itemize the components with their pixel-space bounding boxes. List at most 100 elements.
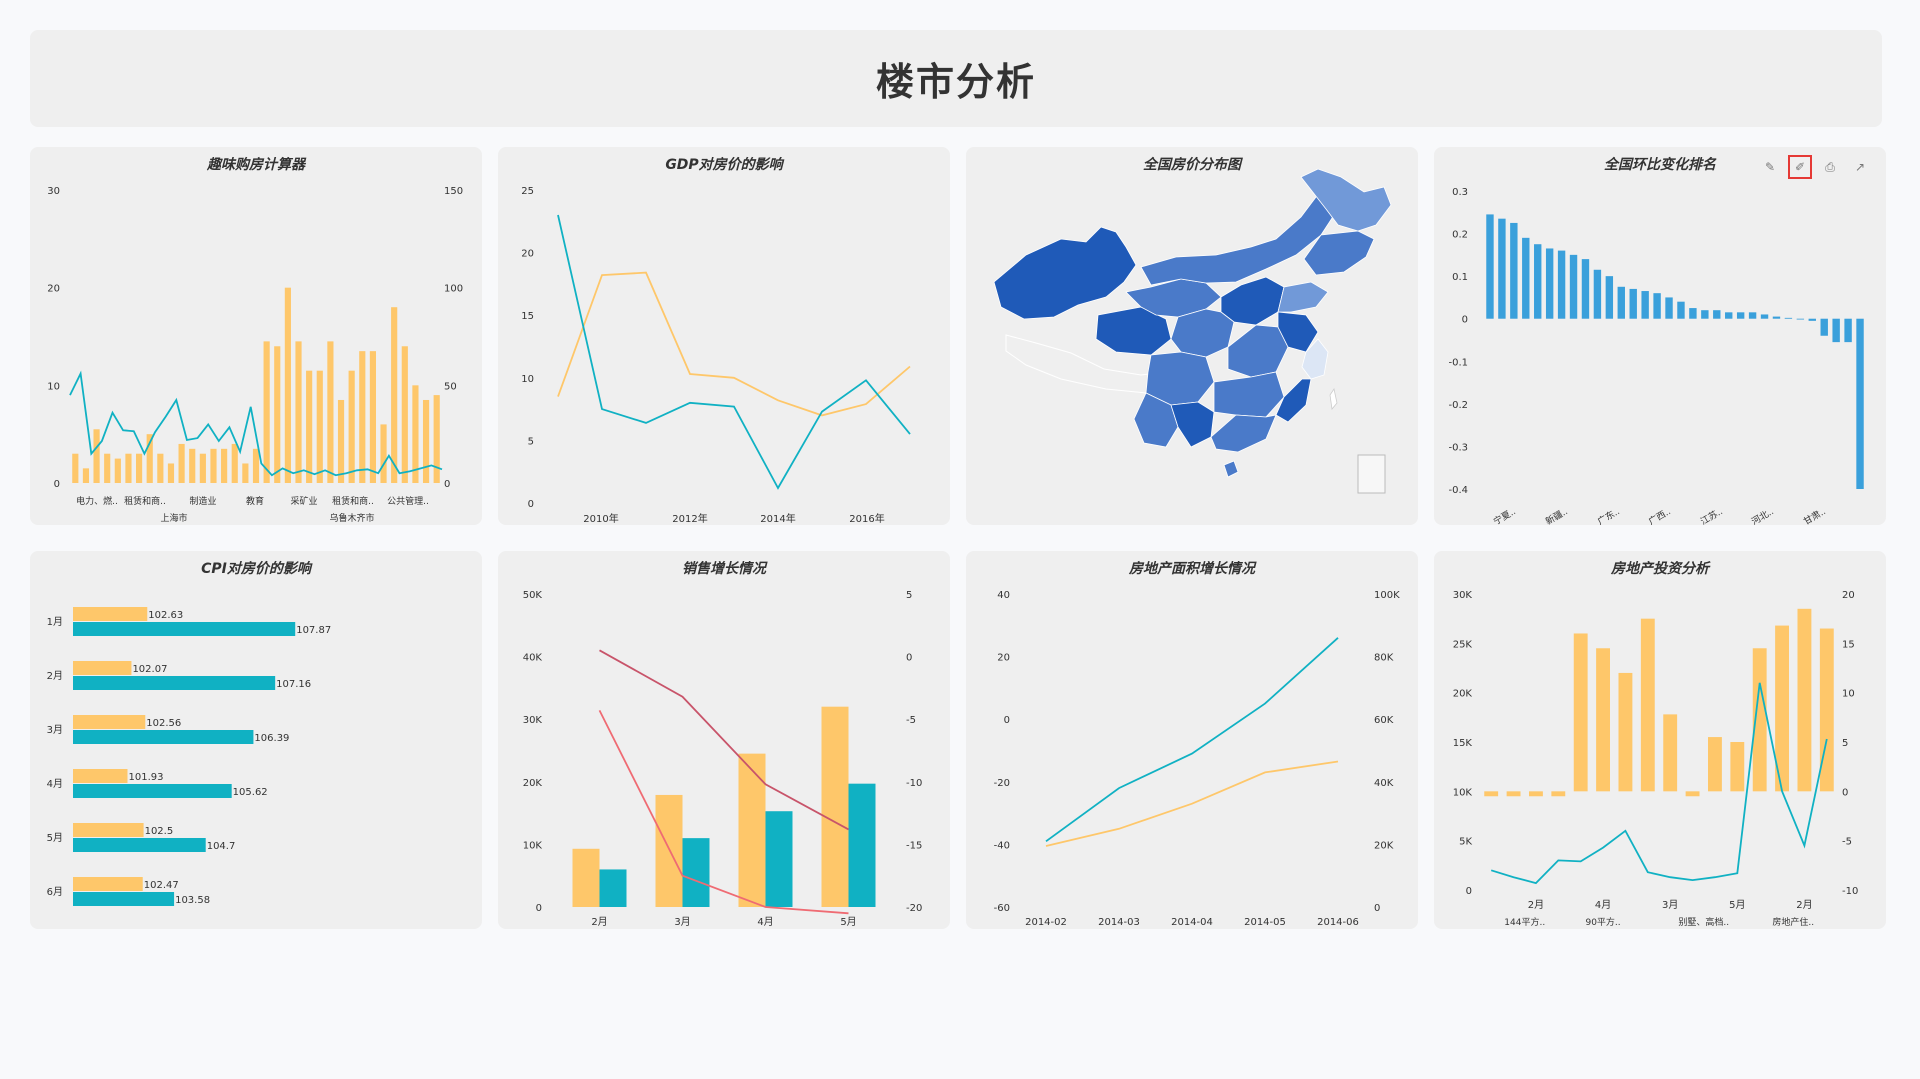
bar — [572, 848, 600, 907]
bar — [1736, 312, 1745, 319]
tick-label: 25K — [1453, 639, 1473, 650]
x-tick-label: 3月 — [1662, 899, 1678, 911]
x-tick-label: 甘肃.. — [1801, 505, 1828, 525]
tick-label: 30 — [47, 186, 60, 197]
tick-label: 15K — [1453, 738, 1473, 749]
bar — [1820, 318, 1828, 336]
tick-label: 0.1 — [1452, 272, 1468, 283]
x-tick-label: 公共管理.. — [387, 495, 429, 507]
tick-label: 0 — [528, 499, 534, 510]
x-tick-label: 广东.. — [1595, 505, 1622, 525]
bar — [1685, 791, 1700, 797]
tick-label: 50 — [444, 381, 457, 392]
bar — [263, 341, 270, 483]
tick-label: 100K — [1374, 590, 1400, 601]
map-south-sea-inset — [1357, 454, 1386, 494]
pencil-icon[interactable]: ✐ — [1788, 155, 1812, 179]
map-region-hainan — [1223, 460, 1239, 478]
category-label: 3月 — [47, 724, 63, 736]
tick-label: -15 — [906, 840, 922, 851]
data-label: 103.58 — [175, 895, 210, 906]
panel-title: CPI对房价的影响 — [201, 561, 311, 577]
tick-label: 10 — [47, 381, 60, 392]
bar — [1832, 318, 1840, 343]
tick-label: 0.3 — [1452, 187, 1468, 198]
tick-label: 5 — [528, 436, 534, 447]
x-tick-label: 教育 — [246, 495, 264, 507]
bar — [1665, 297, 1673, 319]
bar — [1557, 250, 1566, 319]
bar — [73, 823, 144, 837]
category-label: 1月 — [47, 616, 63, 628]
map-region-taiwan — [1329, 387, 1338, 410]
tick-label: 20 — [1842, 590, 1855, 601]
bar — [242, 463, 249, 483]
bar — [599, 869, 627, 907]
bar — [1689, 308, 1697, 319]
bar — [1730, 742, 1745, 792]
panel-title: 全国房价分布图 — [1143, 157, 1241, 173]
tick-label: 40K — [523, 653, 543, 664]
bar — [1701, 310, 1709, 319]
bar — [1498, 218, 1506, 319]
panel-title: 全国环比变化排名 — [1604, 157, 1716, 173]
map-region-central-north — [1170, 308, 1235, 358]
x-tick-label: 4月 — [1595, 899, 1611, 911]
chart-fun-calculator: 0 10 20 30 0 50 100 150 电力、燃.. 租赁和商.. 制造业 教育 采矿业 租赁和商… — [47, 186, 463, 524]
x-tick-label: 广西.. — [1646, 505, 1673, 525]
tick-label: 0 — [1004, 715, 1010, 726]
bar — [1653, 293, 1661, 319]
edit-icon[interactable]: ✎ — [1764, 160, 1776, 174]
bar — [1663, 714, 1678, 792]
bar — [274, 346, 281, 483]
panel-title: 趣味购房计算器 — [207, 157, 305, 173]
map-region-jilin-liaoning — [1303, 230, 1375, 276]
x-tick-label: 2014-05 — [1244, 917, 1286, 928]
x-tick-label: 制造业 — [189, 495, 216, 507]
tick-label: 25 — [521, 186, 534, 197]
bar — [73, 715, 146, 729]
tick-label: -0.4 — [1448, 485, 1468, 496]
bar — [1551, 791, 1566, 797]
bar — [295, 341, 302, 483]
data-label: 104.7 — [207, 841, 236, 852]
panel-title: 销售增长情况 — [682, 561, 766, 577]
bar — [73, 661, 132, 675]
x-group-label: 144平方.. — [1504, 916, 1545, 928]
x-tick-label: 新疆.. — [1543, 505, 1570, 525]
bar — [167, 463, 175, 483]
export-icon[interactable]: ↗ — [1854, 160, 1866, 174]
tick-label: 5 — [1842, 738, 1848, 749]
bar — [348, 370, 355, 483]
tick-label: 150 — [444, 186, 463, 197]
bar — [1772, 316, 1781, 319]
x-tick-label: 2014-02 — [1025, 917, 1067, 928]
bar — [433, 395, 440, 483]
x-tick-label: 2010年 — [583, 512, 618, 525]
bar — [1797, 608, 1812, 792]
data-label: 102.63 — [148, 610, 183, 621]
bar — [1775, 625, 1789, 792]
bar — [738, 753, 766, 907]
map-region-guangdong — [1210, 414, 1277, 453]
tick-label: 15 — [521, 311, 534, 322]
panel-ranking: 全国环比变化排名 ✎ ✐ ⎙ ↗ -0.4 -0.3 -0.2 -0.1 0 0.1 0.2… — [1434, 147, 1886, 525]
bar — [1844, 318, 1852, 343]
x-tick-label: 电力、燃.. — [76, 495, 118, 507]
series-line — [1045, 637, 1339, 843]
page-title: 楼市分析 — [875, 60, 1036, 104]
tick-label: -0.2 — [1448, 400, 1468, 411]
bar — [401, 346, 408, 483]
category-label: 5月 — [47, 832, 63, 844]
data-label: 102.5 — [145, 826, 174, 837]
x-tick-label: 2014-03 — [1098, 917, 1140, 928]
series-line — [1490, 682, 1828, 885]
category-label: 2月 — [47, 670, 63, 682]
bar — [1752, 648, 1767, 792]
tick-label: -60 — [994, 903, 1010, 914]
print-icon[interactable]: ⎙ — [1825, 159, 1835, 174]
bar — [1760, 314, 1769, 319]
tick-label: 0 — [1842, 787, 1848, 798]
tick-label: 0 — [444, 479, 450, 490]
tick-label: 5K — [1459, 837, 1472, 848]
